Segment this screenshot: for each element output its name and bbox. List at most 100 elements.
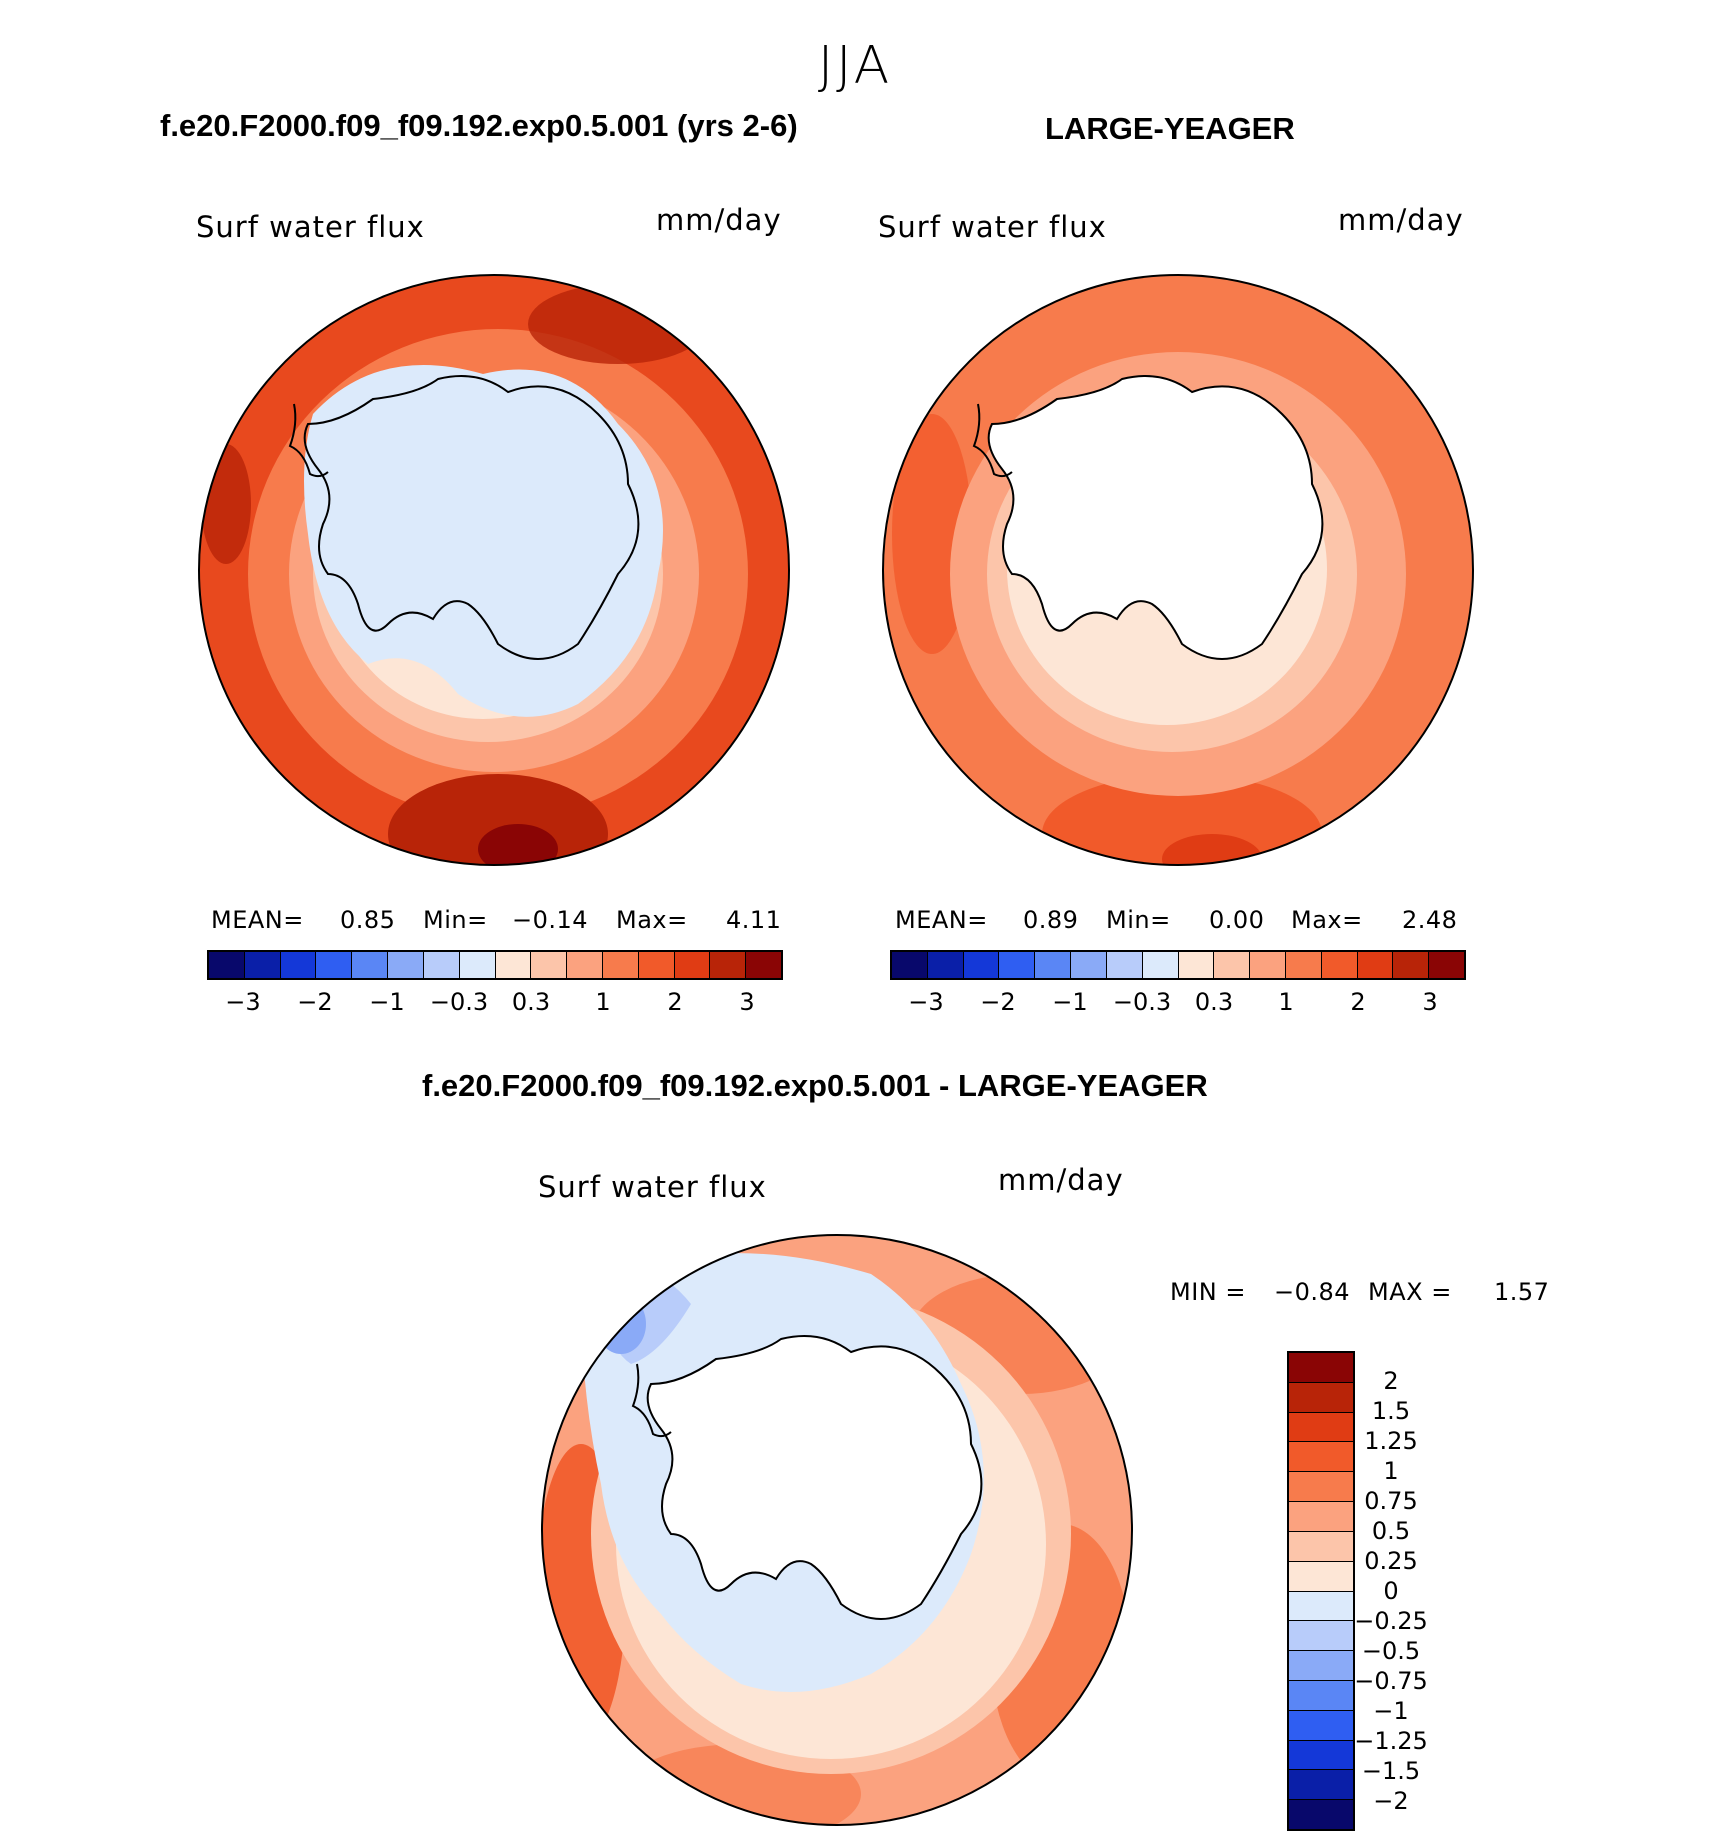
diff-colorbar-tick-label: 1.5 — [1371, 1397, 1411, 1425]
panel-1-colorbar-swatch — [710, 952, 747, 978]
panel-2-colorbar-swatch — [927, 952, 964, 978]
diff-colorbar-tick-label: −1.25 — [1354, 1727, 1428, 1755]
panel-1-colorbar-swatch — [388, 952, 424, 978]
panel-1-colorbar-swatch — [531, 952, 568, 978]
panel-2-colorbar-swatch — [1250, 952, 1286, 978]
panel-2-colorbar-swatch — [1429, 952, 1464, 978]
diff-colorbar-tick-label: −1.5 — [1361, 1757, 1421, 1785]
panel-1-colorbar-swatch — [244, 952, 281, 978]
panel-1-colorbar-swatch — [638, 952, 675, 978]
panel-1-polar-map — [198, 274, 790, 866]
diff-panel-polar-map — [541, 1234, 1133, 1826]
panel-1-colorbar-tick-label: 1 — [595, 988, 611, 1016]
panel-1-max-label: Max= — [616, 906, 688, 934]
season-title: JJA — [817, 36, 893, 96]
panel-2-mean-value: 0.89 — [1023, 906, 1079, 934]
diff-colorbar-tick-label: −2 — [1373, 1787, 1409, 1815]
panel-1-title: f.e20.F2000.f09_f09.192.exp0.5.001 (yrs … — [160, 108, 798, 143]
panel-2-colorbar-swatch — [892, 952, 928, 978]
diff-colorbar-tick-label: 0 — [1383, 1577, 1399, 1605]
diff-min-label: MIN = — [1170, 1278, 1246, 1306]
diff-colorbar-swatch — [1289, 1710, 1353, 1741]
panel-2-colorbar-swatch — [1071, 952, 1107, 978]
panel-1-colorbar-tick-label: 0.3 — [511, 988, 551, 1016]
panel-1-colorbar-swatch — [459, 952, 496, 978]
panel-2-colorbar-tick-label: −2 — [980, 988, 1016, 1016]
panel-2-units-label: mm/day — [1338, 203, 1464, 237]
diff-colorbar — [1287, 1351, 1355, 1831]
panel-1-colorbar-swatch — [674, 952, 711, 978]
panel-2-colorbar-swatch — [999, 952, 1036, 978]
panel-1-colorbar-tick-label: 3 — [739, 988, 755, 1016]
panel-2-colorbar-swatch — [1357, 952, 1394, 978]
panel-2-colorbar-tick-label: 1 — [1278, 988, 1294, 1016]
panel-2-colorbar-swatch — [1214, 952, 1251, 978]
panel-2-colorbar-swatch — [1178, 952, 1215, 978]
diff-min-value: −0.84 — [1274, 1278, 1351, 1306]
panel-2-colorbar — [890, 950, 1466, 980]
diff-colorbar-tick-label: −0.25 — [1354, 1607, 1428, 1635]
diff-colorbar-swatch — [1289, 1651, 1353, 1681]
panel-1-colorbar-swatch — [495, 952, 532, 978]
panel-1-colorbar — [207, 950, 783, 980]
diff-colorbar-swatch — [1289, 1770, 1353, 1801]
diff-max-value: 1.57 — [1494, 1278, 1550, 1306]
diff-panel-title: f.e20.F2000.f09_f09.192.exp0.5.001 - LAR… — [422, 1068, 1208, 1103]
diff-colorbar-swatch — [1289, 1531, 1353, 1562]
panel-2-max-label: Max= — [1291, 906, 1363, 934]
panel-1-mean-label: MEAN= — [211, 906, 304, 934]
diff-colorbar-tick-label: 1.25 — [1364, 1427, 1418, 1455]
panel-1-units-label: mm/day — [656, 203, 782, 237]
panel-1-colorbar-swatch — [316, 952, 353, 978]
panel-2-colorbar-swatch — [1285, 952, 1322, 978]
panel-2-colorbar-tick-label: 0.3 — [1194, 988, 1234, 1016]
diff-panel-units-label: mm/day — [998, 1163, 1124, 1197]
diff-colorbar-swatch — [1289, 1591, 1353, 1622]
panel-2-min-value: 0.00 — [1209, 906, 1265, 934]
diff-colorbar-tick-label: −0.75 — [1354, 1667, 1428, 1695]
diff-colorbar-swatch — [1289, 1680, 1353, 1711]
panel-1-colorbar-swatch — [567, 952, 603, 978]
panel-1-colorbar-swatch — [352, 952, 389, 978]
panel-1-min-value: −0.14 — [512, 906, 589, 934]
diff-colorbar-swatch — [1289, 1740, 1353, 1771]
panel-2-colorbar-swatch — [963, 952, 1000, 978]
diff-colorbar-swatch — [1289, 1382, 1353, 1413]
panel-2-colorbar-swatch — [1321, 952, 1358, 978]
panel-1-colorbar-swatch — [280, 952, 317, 978]
panel-1-colorbar-swatch — [209, 952, 245, 978]
panel-2-colorbar-tick-label: 3 — [1422, 988, 1438, 1016]
diff-colorbar-tick-label: −0.5 — [1361, 1637, 1421, 1665]
panel-2-colorbar-swatch — [1142, 952, 1179, 978]
panel-2-colorbar-swatch — [1393, 952, 1430, 978]
diff-colorbar-swatch — [1289, 1353, 1353, 1383]
panel-2-variable-label: Surf water flux — [878, 210, 1107, 244]
panel-2-max-value: 2.48 — [1402, 906, 1458, 934]
diff-colorbar-tick-label: 0.5 — [1371, 1517, 1411, 1545]
panel-2-colorbar-tick-label: −1 — [1052, 988, 1088, 1016]
panel-1-colorbar-tick-label: −3 — [225, 988, 261, 1016]
panel-2-colorbar-swatch — [1106, 952, 1143, 978]
panel-2-title: LARGE-YEAGER — [1045, 111, 1295, 146]
diff-panel-variable-label: Surf water flux — [538, 1170, 767, 1204]
diff-max-label: MAX = — [1368, 1278, 1452, 1306]
diff-colorbar-tick-label: 1 — [1383, 1457, 1399, 1485]
panel-1-colorbar-tick-label: 2 — [667, 988, 683, 1016]
panel-1-colorbar-swatch — [602, 952, 639, 978]
diff-colorbar-swatch — [1289, 1561, 1353, 1592]
panel-1-colorbar-tick-label: −2 — [297, 988, 333, 1016]
panel-1-min-label: Min= — [423, 906, 488, 934]
diff-colorbar-swatch — [1289, 1472, 1353, 1503]
diff-colorbar-tick-label: 0.25 — [1364, 1547, 1418, 1575]
panel-1-colorbar-tick-label: −0.3 — [429, 988, 489, 1016]
diff-colorbar-swatch — [1289, 1502, 1353, 1532]
diff-colorbar-tick-label: 2 — [1383, 1367, 1399, 1395]
panel-2-colorbar-tick-label: −3 — [908, 988, 944, 1016]
diff-colorbar-tick-label: 0.75 — [1364, 1487, 1418, 1515]
diff-colorbar-swatch — [1289, 1621, 1353, 1652]
panel-2-polar-map — [882, 274, 1474, 866]
diff-colorbar-tick-label: −1 — [1373, 1697, 1409, 1725]
panel-2-colorbar-tick-label: −0.3 — [1112, 988, 1172, 1016]
diff-colorbar-swatch — [1289, 1412, 1353, 1443]
diff-colorbar-swatch — [1289, 1442, 1353, 1473]
